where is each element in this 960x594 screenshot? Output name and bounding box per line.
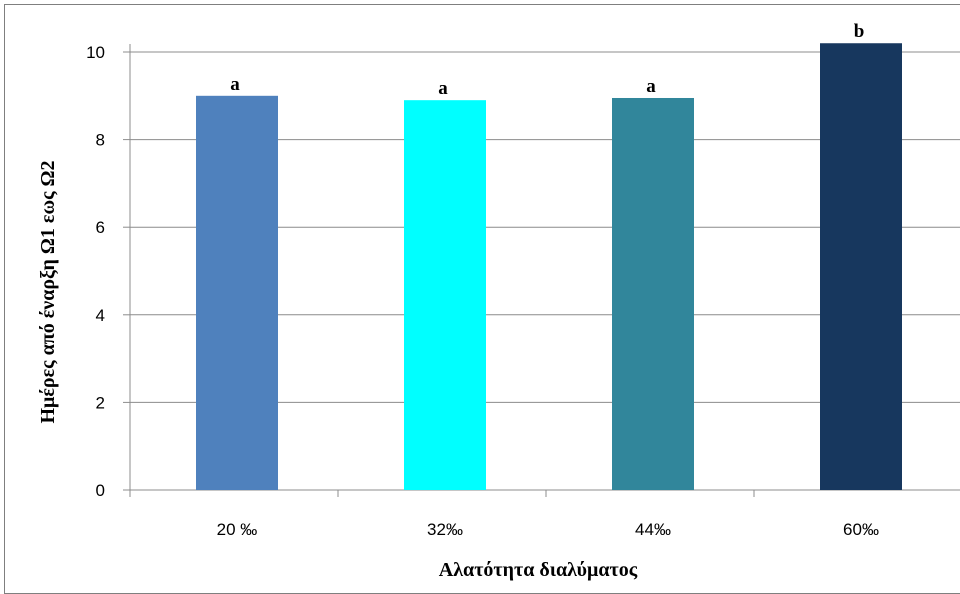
bar-significance-label: a (230, 74, 240, 95)
bar-significance-label: a (646, 76, 656, 97)
y-axis-title: Ημέρες από έναρξη Ω1 εως Ω2 (37, 160, 59, 423)
x-axis-title: Αλατότητα διαλύματος (439, 559, 638, 581)
bar (404, 100, 486, 491)
y-tick-label: 4 (96, 306, 105, 325)
y-tick-label: 0 (96, 481, 105, 500)
bar-significance-label: b (854, 21, 865, 42)
x-tick-label: 60‰ (843, 520, 879, 539)
bar (612, 97, 694, 491)
x-tick-label: 44‰ (635, 520, 671, 539)
y-tick-label: 10 (86, 43, 105, 62)
y-tick-label: 6 (96, 218, 105, 237)
y-tick-label: 2 (96, 393, 105, 412)
bar (196, 95, 278, 491)
y-tick-label: 8 (96, 131, 105, 150)
labels: 0 2 4 6 8 10 a 20 ‰ a 32‰ a 44‰ b 60‰ (86, 21, 879, 539)
bars (196, 43, 902, 491)
bar (820, 43, 902, 491)
x-tick-label: 32‰ (427, 520, 463, 539)
bar-significance-label: a (438, 78, 448, 99)
x-tick-label: 20 ‰ (217, 520, 258, 539)
